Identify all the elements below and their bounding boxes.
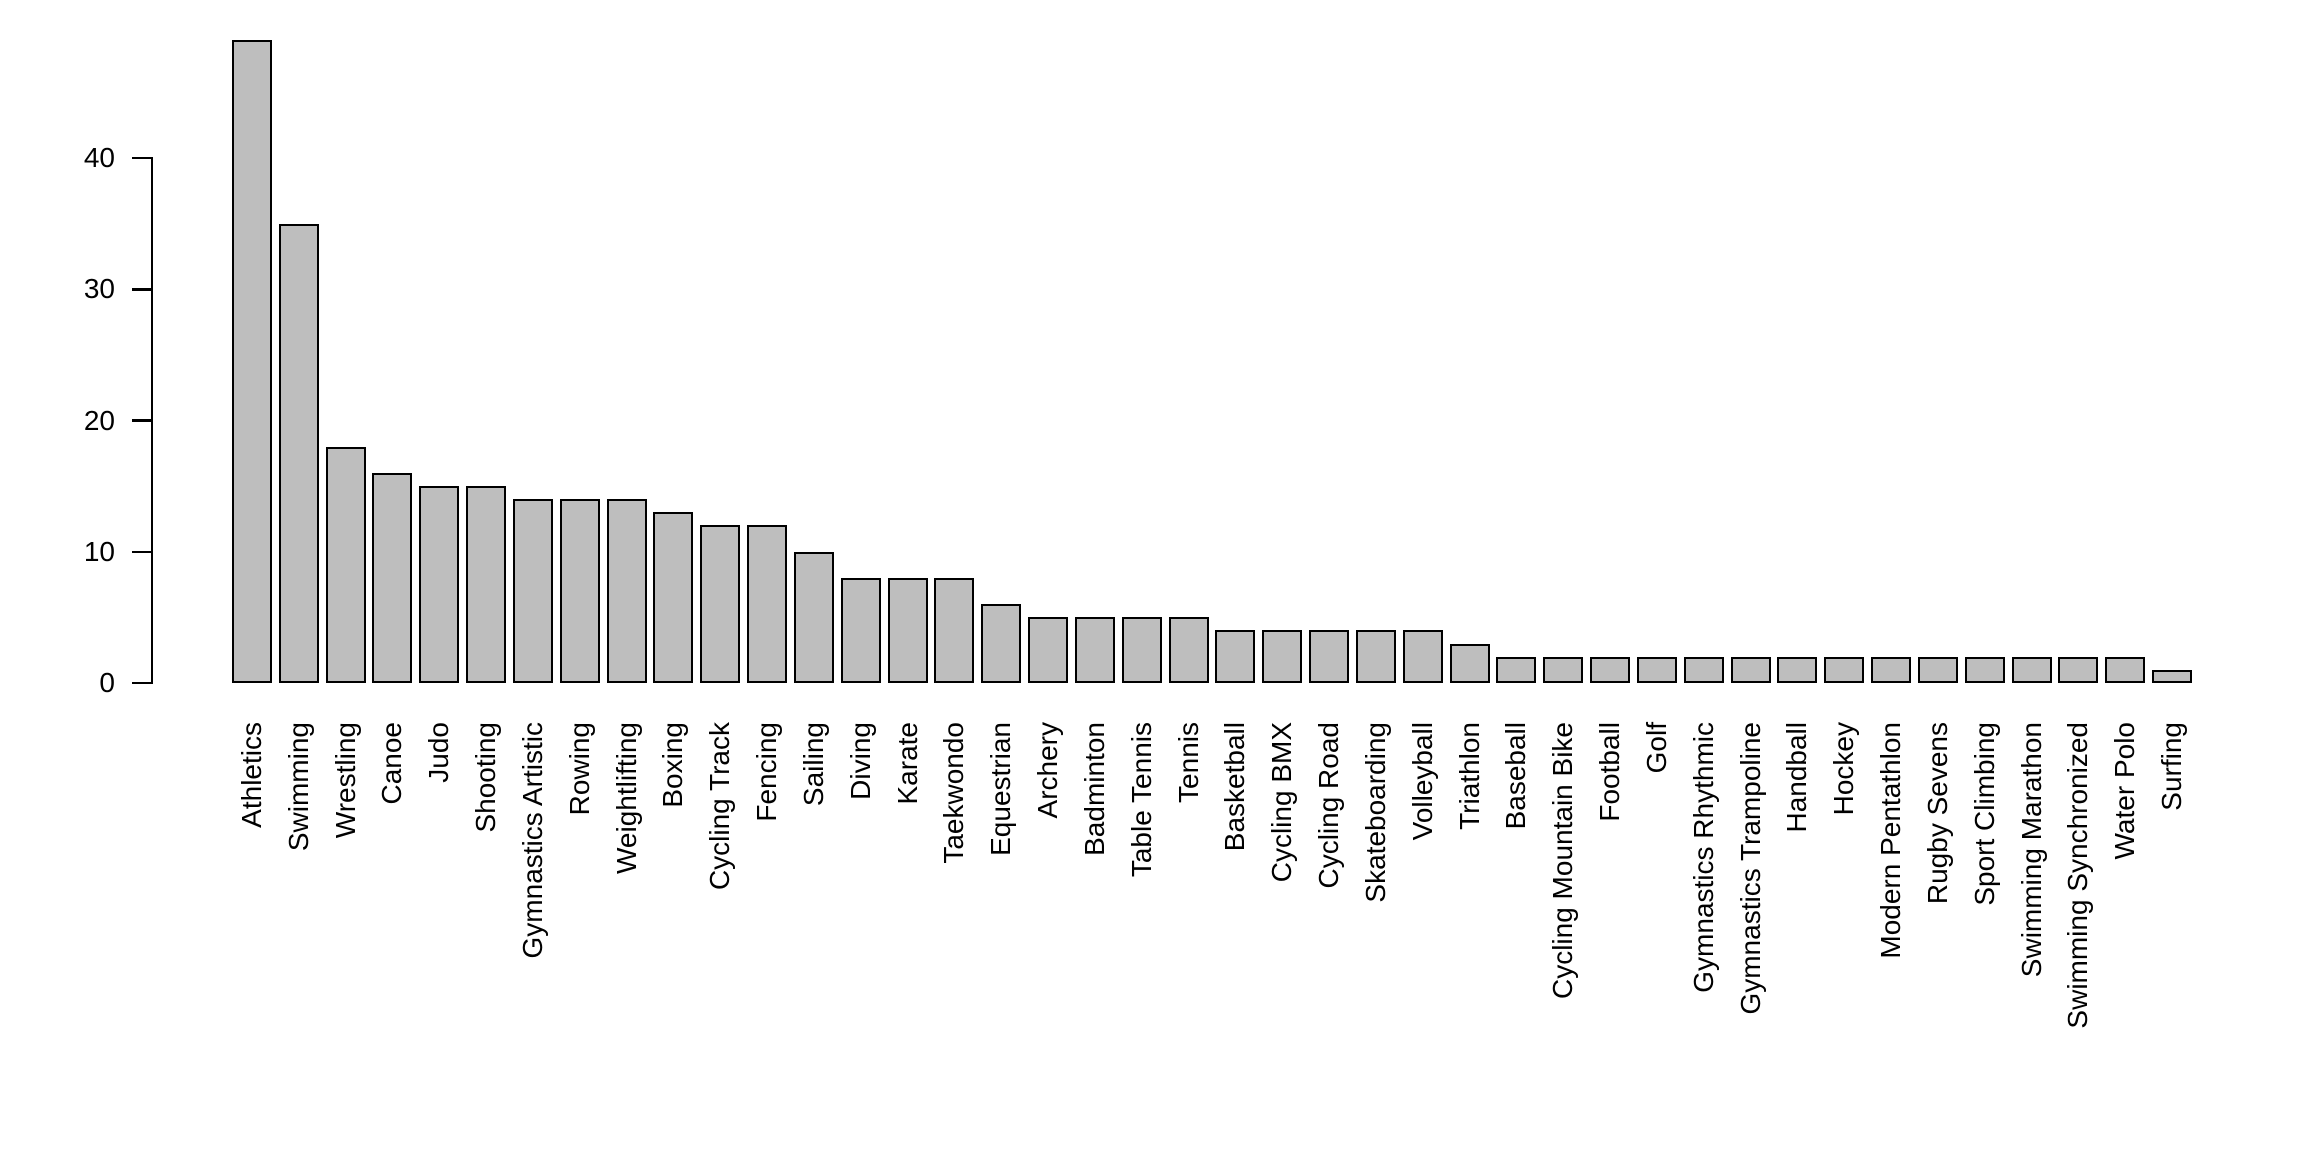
bar-basketball <box>1215 630 1255 683</box>
x-tick-label: Modern Pentathlon <box>1875 722 1907 959</box>
bar-equestrian <box>981 604 1021 683</box>
bar-rugby-sevens <box>1918 657 1958 683</box>
bar-weightlifting <box>607 499 647 683</box>
x-tick-label: Gymnastics Rhythmic <box>1687 722 1719 993</box>
y-tick-mark <box>132 156 153 160</box>
y-tick-label: 20 <box>83 404 115 436</box>
x-tick-label: Equestrian <box>985 722 1017 856</box>
y-tick-label: 40 <box>83 142 115 173</box>
x-tick-label: Volleyball <box>1406 722 1438 841</box>
x-tick-label: Karate <box>891 722 923 805</box>
x-tick-label: Golf <box>1640 722 1672 774</box>
bar-fencing <box>747 525 787 683</box>
bar-wrestling <box>326 447 366 683</box>
bar-swimming <box>279 224 319 683</box>
bar-diving <box>841 578 881 683</box>
x-tick-label: Football <box>1594 722 1626 822</box>
bar-cycling-road <box>1309 630 1349 683</box>
x-tick-label: Rowing <box>563 722 595 816</box>
bar-taekwondo <box>934 578 974 683</box>
x-tick-label: Swimming Marathon <box>2015 722 2047 978</box>
bar-tennis <box>1169 617 1209 683</box>
x-tick-label: Skateboarding <box>1359 722 1391 903</box>
bar-athletics <box>232 40 272 683</box>
x-tick-label: Tennis <box>1172 722 1204 803</box>
x-tick-label: Boxing <box>657 722 689 808</box>
bar-swimming-synchronized <box>2058 657 2098 683</box>
bar-gymnastics-artistic <box>513 499 553 683</box>
x-tick-label: Water Polo <box>2109 722 2141 860</box>
bar-triathlon <box>1450 644 1490 683</box>
x-tick-label: Sport Climbing <box>1968 722 2000 906</box>
bar-baseball <box>1496 657 1536 683</box>
x-tick-label: Swimming Synchronized <box>2062 722 2094 1029</box>
x-tick-label: Rugby Sevens <box>1921 722 1953 905</box>
bar-gymnastics-trampoline <box>1731 657 1771 683</box>
bar-cycling-track <box>700 525 740 683</box>
x-tick-label: Weightlifting <box>610 722 642 875</box>
x-tick-label: Basketball <box>1219 722 1251 852</box>
bar-water-polo <box>2105 657 2145 683</box>
x-tick-label: Taekwondo <box>938 722 970 864</box>
bar-sport-climbing <box>1965 657 2005 683</box>
bar-boxing <box>653 512 693 683</box>
bar-cycling-bmx <box>1262 630 1302 683</box>
bar-canoe <box>372 473 412 683</box>
y-tick-label: 30 <box>83 273 115 305</box>
x-tick-label: Cycling Road <box>1313 722 1345 889</box>
x-tick-label: Athletics <box>236 722 267 828</box>
y-tick-label: 0 <box>99 667 115 698</box>
x-tick-label: Badminton <box>1078 722 1110 856</box>
x-tick-label: Surfing <box>2156 722 2188 811</box>
x-tick-label: Gymnastics Artistic <box>516 722 548 959</box>
bar-gymnastics-rhythmic <box>1684 657 1724 683</box>
bar-rowing <box>560 499 600 683</box>
x-tick-label: Fencing <box>751 722 783 822</box>
x-tick-label: Table Tennis <box>1125 722 1157 878</box>
x-tick-label: Swimming <box>282 722 314 852</box>
bar-archery <box>1028 617 1068 683</box>
bar-handball <box>1777 657 1817 683</box>
bar-judo <box>419 486 459 683</box>
bar-karate <box>888 578 928 683</box>
y-tick-mark <box>132 681 153 685</box>
x-tick-label: Cycling Mountain Bike <box>1547 722 1579 1000</box>
x-tick-label: Triathlon <box>1453 722 1485 830</box>
y-tick-mark <box>132 419 153 422</box>
x-tick-label: Cycling Track <box>704 722 736 891</box>
bar-surfing <box>2152 670 2192 683</box>
x-tick-label: Wrestling <box>329 722 361 839</box>
bar-cycling-mountain-bike <box>1543 657 1583 683</box>
x-tick-label: Archery <box>1032 722 1064 819</box>
x-tick-label: Baseball <box>1500 722 1532 830</box>
x-tick-label: Handball <box>1781 722 1813 833</box>
bar-shooting <box>466 486 506 683</box>
bar-modern-pentathlon <box>1871 657 1911 683</box>
bar-sailing <box>794 552 834 683</box>
bar-swimming-marathon <box>2012 657 2052 683</box>
x-tick-label: Hockey <box>1828 722 1860 816</box>
bar-badminton <box>1075 617 1115 683</box>
bar-table-tennis <box>1122 617 1162 683</box>
x-tick-label: Judo <box>423 722 455 783</box>
bar-golf <box>1637 657 1677 683</box>
bar-volleyball <box>1403 630 1443 683</box>
x-tick-label: Shooting <box>470 722 502 833</box>
x-tick-label: Cycling BMX <box>1266 722 1298 883</box>
y-tick-label: 10 <box>83 535 115 567</box>
x-tick-label: Sailing <box>797 722 829 807</box>
x-tick-label: Diving <box>844 722 876 800</box>
bar-football <box>1590 657 1630 683</box>
bar-hockey <box>1824 657 1864 683</box>
x-tick-label: Canoe <box>376 722 408 805</box>
x-tick-label: Gymnastics Trampoline <box>1734 722 1766 1015</box>
bar-skateboarding <box>1356 630 1396 683</box>
y-tick-mark <box>132 550 153 553</box>
y-tick-mark <box>132 288 153 291</box>
